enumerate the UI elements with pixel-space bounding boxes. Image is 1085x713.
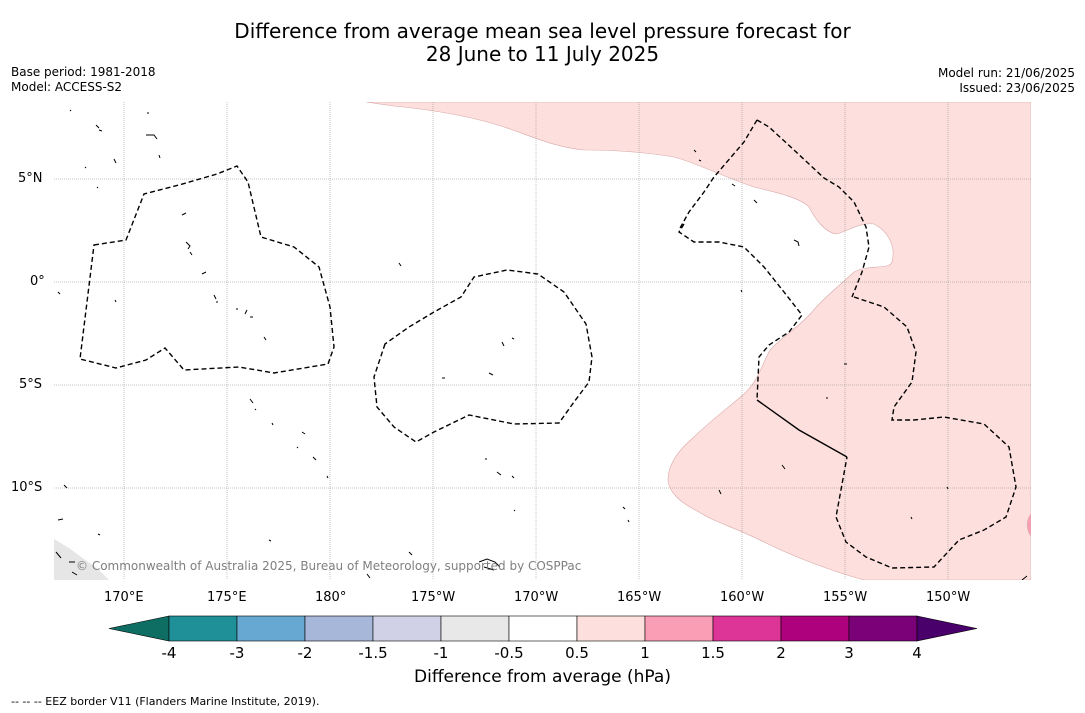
colorbar-tick-label: 3 <box>844 644 854 662</box>
colorbar-extend-low <box>108 615 170 642</box>
colorbar-tick-label: -1 <box>434 644 449 662</box>
eez-footnote: -- -- -- EEZ border V11 (Flanders Marine… <box>11 695 320 708</box>
colorbar-segment <box>848 615 918 642</box>
colorbar-segment <box>236 615 306 642</box>
eez-border-kiribati-gilberts <box>79 165 335 374</box>
colorbar-segment <box>576 615 646 642</box>
lat-label-0: 0° <box>30 274 45 289</box>
colorbar-segment <box>780 615 850 642</box>
lon-label-170w: 170°W <box>514 590 559 605</box>
model-text: Model: ACCESS-S2 <box>11 80 123 94</box>
colorbar-tick-label: -0.5 <box>494 644 523 662</box>
eez-border-cook-north <box>678 119 758 231</box>
gridlines <box>54 102 1031 580</box>
colorbar-extend-high <box>916 615 978 642</box>
positive-anomaly-region <box>365 102 1031 580</box>
lon-label-180: 180° <box>315 590 347 605</box>
colorbar-tick-label: -3 <box>230 644 245 662</box>
lon-label-160w: 160°W <box>720 590 765 605</box>
lon-label-170e: 170°E <box>104 590 144 605</box>
base-period-text: Base period: 1981-2018 <box>11 65 156 79</box>
lat-label-5s: 5°S <box>19 377 43 392</box>
colorbar-tick-label: -4 <box>162 644 177 662</box>
issued-text: Issued: 23/06/2025 <box>959 81 1075 95</box>
positive-anomaly-edge-patch <box>1026 513 1031 537</box>
meta-right: Model run: 21/06/2025 Issued: 23/06/2025 <box>938 66 1075 96</box>
colorbar-segment <box>644 615 714 642</box>
eez-borders <box>79 119 1017 569</box>
colorbar-tick-label: -1.5 <box>358 644 387 662</box>
colorbar-tick-label: 1 <box>640 644 650 662</box>
colorbar-tick-label: -2 <box>298 644 313 662</box>
colorbar-label: Difference from average (hPa) <box>414 667 671 687</box>
colorbar-tick-label: 4 <box>912 644 922 662</box>
title-line-2: 28 June to 11 July 2025 <box>425 42 660 66</box>
colorbar-segment <box>712 615 782 642</box>
eez-border-solid-segment <box>756 399 848 458</box>
eez-border-tokelau <box>373 269 593 443</box>
eez-border-line-islands-east <box>756 119 870 298</box>
lon-label-150w: 150°W <box>926 590 971 605</box>
colorbar-segment <box>440 615 510 642</box>
colorbar-tick-label: 1.5 <box>701 644 725 662</box>
lon-label-175e: 175°E <box>207 590 247 605</box>
lon-label-155w: 155°W <box>823 590 868 605</box>
map-panel: © Commonwealth of Australia 2025, Bureau… <box>54 102 1031 580</box>
colorbar-segment <box>168 615 238 642</box>
model-run-text: Model run: 21/06/2025 <box>937 66 1075 80</box>
lon-label-175w: 175°W <box>411 590 456 605</box>
lon-label-165w: 165°W <box>617 590 662 605</box>
colorbar: -4 -3 -2 -1.5 -1 -0.5 0.5 1 1.5 2 3 4 <box>108 615 978 662</box>
land-area-bottom-left <box>54 539 109 580</box>
eez-border-line-islands <box>678 223 803 401</box>
colorbar-segment <box>508 615 578 642</box>
eez-border-french-polynesia <box>835 296 1017 569</box>
lat-label-10s: 10°S <box>11 480 43 495</box>
lat-label-5n: 5°N <box>18 171 43 186</box>
islands <box>55 109 1028 580</box>
colorbar-tick-label: 2 <box>776 644 786 662</box>
colorbar-segment <box>372 615 442 642</box>
colorbar-tick-label: 0.5 <box>565 644 589 662</box>
colorbar-segment <box>304 615 374 642</box>
chart-title: Difference from average mean sea level p… <box>0 20 1085 66</box>
meta-left: Base period: 1981-2018 Model: ACCESS-S2 <box>11 65 156 95</box>
copyright-text: © Commonwealth of Australia 2025, Bureau… <box>76 559 581 573</box>
title-line-1: Difference from average mean sea level p… <box>234 19 851 43</box>
